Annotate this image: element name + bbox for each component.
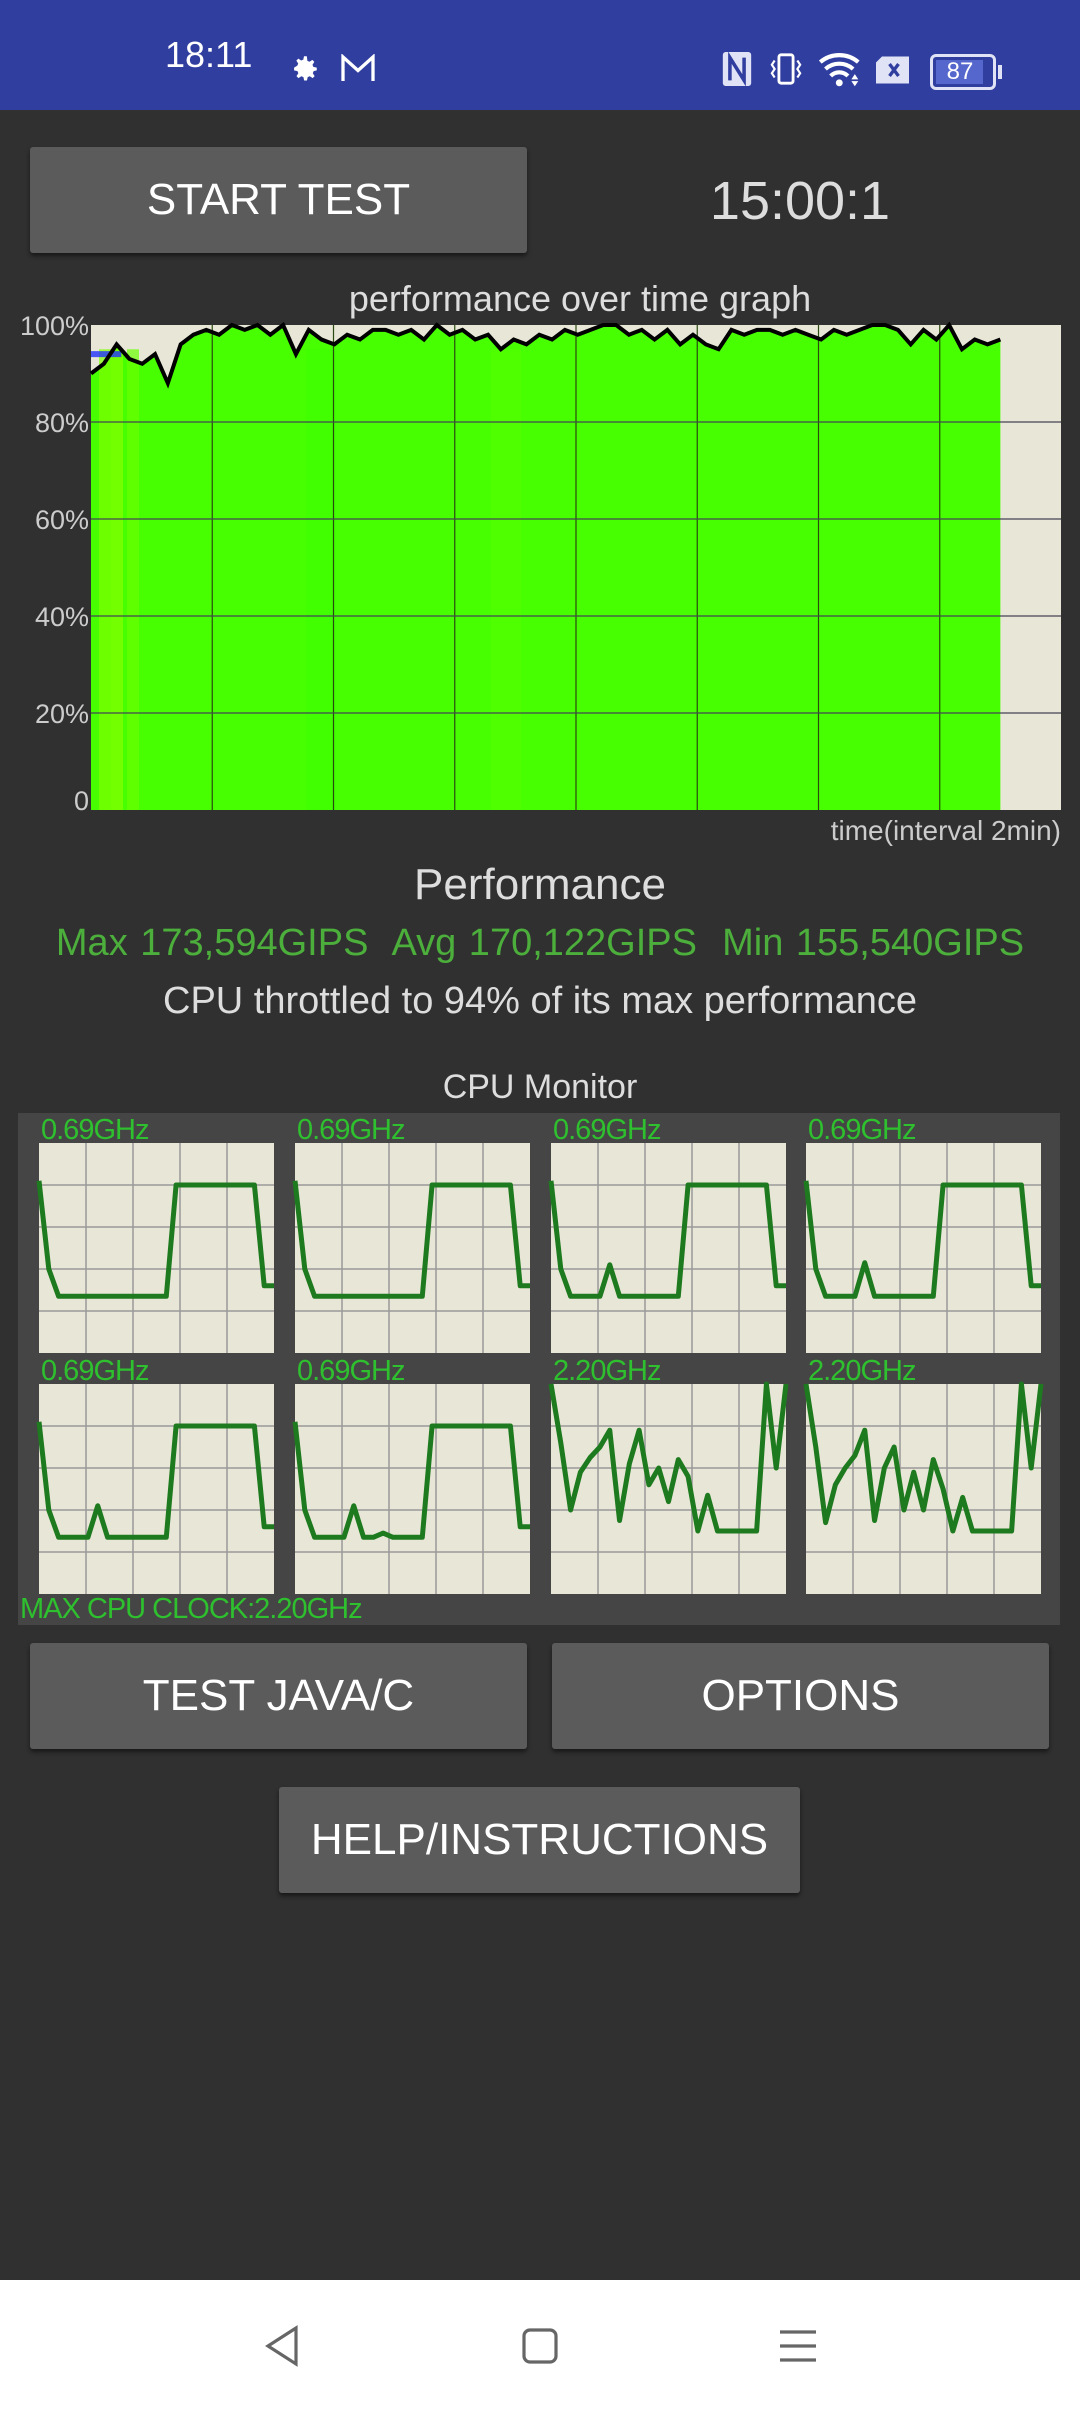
y-tick-label: 0 — [74, 786, 89, 816]
max-cpu-clock: MAX CPU CLOCK:2.20GHz — [20, 1593, 363, 1625]
performance-area — [91, 325, 1001, 810]
throttle-text: CPU throttled to 94% of its max performa… — [163, 980, 917, 1022]
cpu-core-1: 0.69GHz — [292, 1114, 530, 1353]
cpu-monitor-title: CPU Monitor — [442, 1068, 638, 1106]
core-frequency: 0.69GHz — [553, 1114, 661, 1146]
core-frequency: 2.20GHz — [808, 1355, 916, 1387]
gmail-icon — [341, 54, 375, 81]
battery-icon: 87 — [930, 54, 1002, 90]
performance-stats: Max 173,594GIPS Avg 170,122GIPS Min 155,… — [0, 922, 1080, 965]
cpu-core-7: 2.20GHz — [803, 1355, 1044, 1594]
y-tick-label: 100% — [20, 311, 89, 341]
test-java-c-button[interactable]: TEST JAVA/C — [30, 1643, 527, 1749]
core-frequency: 2.20GHz — [553, 1355, 661, 1387]
core-frequency-line — [803, 1381, 1044, 1534]
core-frequency-line — [548, 1381, 789, 1534]
timer: 15:00:1 — [709, 171, 891, 231]
core-graph-background — [551, 1384, 786, 1594]
y-tick-label: 60% — [35, 505, 89, 535]
vibrate-icon — [770, 53, 802, 85]
clock: 18:11 — [165, 34, 253, 75]
home-icon[interactable] — [520, 2326, 560, 2366]
core-frequency: 0.69GHz — [297, 1114, 405, 1146]
core-graph-background — [806, 1143, 1041, 1353]
y-tick-label: 40% — [35, 602, 89, 632]
core-frequency: 0.69GHz — [41, 1114, 149, 1146]
cpu-core-6: 2.20GHz — [548, 1355, 789, 1594]
core-frequency: 0.69GHz — [808, 1114, 916, 1146]
cpu-core-3: 0.69GHz — [803, 1114, 1041, 1353]
sim-x-icon — [876, 56, 909, 84]
cpu-core-5: 0.69GHz — [292, 1355, 530, 1594]
core-frequency: 0.69GHz — [297, 1355, 405, 1387]
wifi-icon — [818, 53, 860, 87]
y-tick-label: 80% — [35, 408, 89, 438]
cpu-core-0: 0.69GHz — [36, 1114, 274, 1353]
avg-gips: Avg 170,122GIPS — [391, 922, 697, 964]
core-frequency-line — [803, 1180, 1041, 1299]
perf-graph-title: performance over time graph — [348, 278, 812, 319]
cpu-core-4: 0.69GHz — [36, 1355, 274, 1594]
start-test-button[interactable]: START TEST — [30, 147, 527, 253]
core-graph-background — [295, 1384, 530, 1594]
max-gips: Max 173,594GIPS — [55, 922, 369, 964]
nfc-icon — [722, 52, 752, 86]
x-axis-label: time(interval 2min) — [831, 815, 1061, 846]
area-shade — [99, 349, 111, 810]
area-shade — [127, 349, 139, 810]
core-graph-background — [806, 1384, 1041, 1594]
performance-line — [89, 321, 1002, 389]
core-graph-background — [295, 1143, 530, 1353]
battery-level: 87 — [946, 58, 974, 85]
area-shade — [306, 349, 336, 810]
core-graph-background — [551, 1143, 786, 1353]
core-frequency-line — [292, 1180, 530, 1299]
performance-title: Performance — [414, 860, 666, 909]
status-bar: 18:11 87 — [0, 0, 1080, 110]
core-frequency-line — [36, 1180, 274, 1299]
core-frequency: 0.69GHz — [41, 1355, 149, 1387]
core-graph-background — [39, 1384, 274, 1594]
back-icon[interactable] — [262, 2324, 302, 2368]
area-shade — [491, 349, 521, 810]
cpu-core-graphs: 0.69GHz 0.69GHz 0.69GHz 0.69GHz 0.69GHz 0.69G… — [36, 1114, 1044, 1594]
menu-icon[interactable] — [778, 2326, 818, 2366]
options-button[interactable]: OPTIONS — [552, 1643, 1049, 1749]
navigation-bar — [0, 2280, 1080, 2412]
core-graph-background — [39, 1143, 274, 1353]
core-frequency-line — [36, 1421, 274, 1540]
y-tick-label: 20% — [35, 699, 89, 729]
area-shade — [111, 349, 123, 810]
core-frequency-line — [548, 1180, 786, 1299]
core-frequency-line — [292, 1421, 530, 1540]
min-gips: Min 155,540GIPS — [722, 922, 1025, 964]
cpu-monitor-panel: 0.69GHz 0.69GHz 0.69GHz 0.69GHz 0.69GHz 0.69G… — [18, 1113, 1060, 1625]
help-instructions-button[interactable]: HELP/INSTRUCTIONS — [279, 1787, 800, 1893]
gear-icon — [294, 56, 317, 81]
cpu-core-2: 0.69GHz — [548, 1114, 786, 1353]
performance-graph: 0 20% 40% 60% 80% 100% time(interval 2min) — [20, 311, 1061, 846]
